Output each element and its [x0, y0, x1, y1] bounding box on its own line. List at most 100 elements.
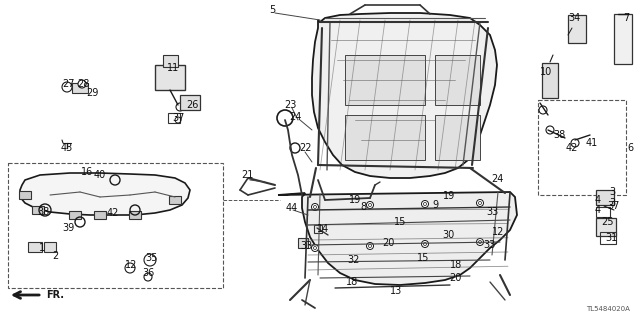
- Bar: [32, 206, 44, 214]
- Bar: [155, 65, 185, 90]
- Bar: [600, 232, 616, 244]
- Text: 24: 24: [491, 174, 503, 184]
- Text: 18: 18: [346, 277, 358, 287]
- Text: 27: 27: [61, 79, 74, 89]
- Bar: [169, 196, 181, 204]
- Text: 15: 15: [394, 217, 406, 227]
- Text: 42: 42: [566, 143, 578, 153]
- Bar: [69, 211, 81, 219]
- Text: 1: 1: [39, 243, 45, 253]
- Bar: [72, 83, 88, 93]
- Circle shape: [424, 243, 426, 245]
- Bar: [168, 113, 180, 123]
- Polygon shape: [20, 173, 190, 215]
- Circle shape: [369, 244, 371, 247]
- Text: 41: 41: [586, 138, 598, 148]
- Text: 40: 40: [94, 170, 106, 180]
- Text: 36: 36: [142, 268, 154, 278]
- Circle shape: [422, 201, 429, 207]
- Circle shape: [62, 82, 72, 92]
- Bar: [596, 207, 610, 217]
- Text: 3: 3: [609, 187, 615, 197]
- Text: TL5484020A: TL5484020A: [586, 306, 630, 312]
- Bar: [163, 55, 178, 67]
- Text: 20: 20: [382, 238, 394, 248]
- Text: 11: 11: [167, 63, 179, 73]
- Bar: [314, 225, 322, 233]
- Text: 16: 16: [81, 167, 93, 177]
- Bar: [538, 100, 626, 195]
- Bar: [94, 211, 106, 219]
- Bar: [542, 63, 558, 98]
- Text: 38: 38: [37, 207, 49, 217]
- Text: 14: 14: [317, 224, 329, 234]
- Bar: [596, 190, 614, 205]
- Text: 42: 42: [107, 208, 119, 218]
- Circle shape: [312, 204, 319, 211]
- Text: 18: 18: [450, 260, 462, 270]
- Bar: [345, 115, 425, 160]
- Text: 8: 8: [360, 202, 366, 212]
- Text: 12: 12: [125, 260, 137, 270]
- Text: 26: 26: [186, 100, 198, 110]
- Text: 10: 10: [540, 67, 552, 77]
- Text: 29: 29: [86, 88, 98, 98]
- Bar: [44, 242, 56, 252]
- Bar: [19, 191, 31, 199]
- Circle shape: [477, 238, 483, 245]
- Circle shape: [369, 204, 371, 206]
- Text: 20: 20: [449, 273, 461, 283]
- Text: 9: 9: [432, 200, 438, 210]
- Circle shape: [312, 244, 319, 252]
- Text: 5: 5: [269, 5, 275, 15]
- Text: 43: 43: [61, 143, 73, 153]
- Bar: [435, 115, 480, 160]
- Text: 4: 4: [595, 205, 601, 215]
- Circle shape: [477, 199, 483, 206]
- Bar: [28, 242, 42, 252]
- Bar: [614, 14, 632, 64]
- Text: 19: 19: [349, 195, 361, 205]
- Circle shape: [314, 246, 317, 250]
- Bar: [435, 55, 480, 105]
- Text: 32: 32: [347, 255, 359, 265]
- Text: 33: 33: [483, 240, 495, 250]
- Bar: [596, 218, 616, 236]
- Circle shape: [367, 202, 374, 209]
- Bar: [568, 15, 586, 43]
- Polygon shape: [312, 13, 497, 178]
- Circle shape: [367, 243, 374, 250]
- Text: 37: 37: [608, 201, 620, 211]
- Circle shape: [479, 241, 481, 244]
- Text: 15: 15: [417, 253, 429, 263]
- Text: 21: 21: [241, 170, 253, 180]
- Text: 3: 3: [609, 198, 615, 208]
- Circle shape: [479, 202, 481, 204]
- Text: 31: 31: [605, 233, 617, 243]
- Text: 19: 19: [443, 191, 455, 201]
- Text: 6: 6: [627, 143, 633, 153]
- Text: 33: 33: [300, 241, 312, 251]
- Text: 13: 13: [390, 286, 402, 296]
- Bar: [345, 55, 425, 105]
- Bar: [8, 163, 223, 288]
- Text: 35: 35: [145, 253, 157, 263]
- Polygon shape: [278, 192, 517, 285]
- Text: FR.: FR.: [46, 290, 64, 300]
- Text: 7: 7: [623, 13, 629, 23]
- Text: 24: 24: [289, 112, 301, 122]
- Bar: [129, 211, 141, 219]
- Circle shape: [422, 241, 429, 247]
- Bar: [180, 95, 200, 110]
- Text: 30: 30: [442, 230, 454, 240]
- Circle shape: [314, 205, 317, 209]
- Text: 4: 4: [595, 195, 601, 205]
- Text: 23: 23: [284, 100, 296, 110]
- Text: 37: 37: [172, 113, 184, 123]
- Text: 25: 25: [601, 217, 613, 227]
- Text: 34: 34: [568, 13, 580, 23]
- Bar: [298, 238, 308, 248]
- Text: 12: 12: [492, 227, 504, 237]
- Text: 38: 38: [553, 130, 565, 140]
- Text: 33: 33: [486, 207, 498, 217]
